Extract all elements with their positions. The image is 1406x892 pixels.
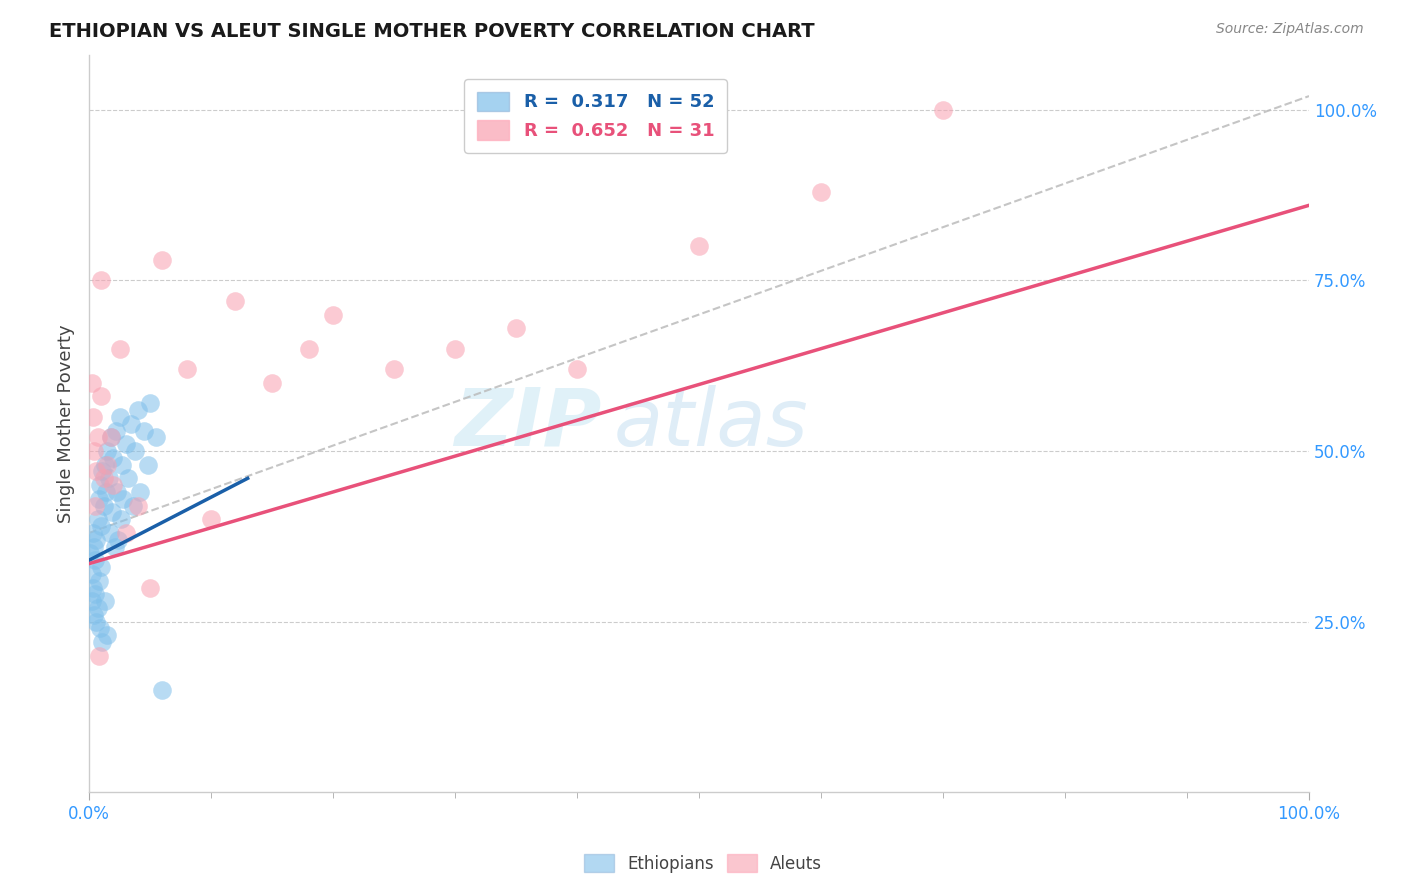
Point (90, 519, 112, 533)
Point (83, 607, 105, 622)
Point (104, 540, 127, 554)
Point (87, 648, 110, 663)
Point (90, 273, 112, 287)
Point (105, 485, 128, 500)
Point (82, 581, 104, 595)
Point (80, 376, 103, 390)
Point (100, 430, 122, 444)
Point (96, 458, 118, 472)
Legend: Ethiopians, Aleuts: Ethiopians, Aleuts (576, 847, 830, 880)
Point (322, 308, 344, 322)
Point (565, 362, 588, 376)
Point (80, 566, 103, 581)
Point (124, 444, 146, 458)
Point (103, 478, 125, 492)
Point (139, 581, 162, 595)
Point (94, 485, 117, 500)
Point (111, 458, 134, 472)
Text: ZIP: ZIP (454, 384, 602, 463)
Point (80, 594, 103, 608)
Point (93, 499, 115, 513)
Point (84, 499, 107, 513)
Point (139, 396, 162, 410)
Point (96, 444, 118, 458)
Point (100, 430, 122, 444)
Point (86, 601, 108, 615)
Point (262, 376, 284, 390)
Point (107, 533, 129, 547)
Point (108, 342, 131, 356)
Point (110, 512, 132, 526)
Text: atlas: atlas (613, 384, 808, 463)
Point (200, 512, 222, 526)
Point (86, 512, 108, 526)
Text: Source: ZipAtlas.com: Source: ZipAtlas.com (1216, 22, 1364, 37)
Point (86, 465, 108, 479)
Y-axis label: Single Mother Poverty: Single Mother Poverty (58, 325, 75, 523)
Point (84, 553, 107, 567)
Point (94, 458, 117, 472)
Point (90, 389, 112, 403)
Point (150, 682, 173, 697)
Point (79, 546, 101, 560)
Point (136, 458, 159, 472)
Point (93, 471, 115, 485)
Point (117, 471, 139, 485)
Point (132, 424, 155, 438)
Point (112, 491, 135, 506)
Point (298, 342, 321, 356)
Point (87, 491, 110, 506)
Point (91, 635, 114, 649)
Point (91, 465, 114, 479)
Point (444, 342, 467, 356)
Point (129, 485, 152, 500)
Point (122, 499, 145, 513)
Point (120, 417, 142, 431)
Point (82, 525, 104, 540)
Point (176, 362, 198, 376)
Point (127, 403, 149, 417)
Point (932, 103, 955, 117)
Point (83, 444, 105, 458)
Point (87, 574, 110, 588)
Point (96, 628, 118, 642)
Point (83, 540, 105, 554)
Point (382, 362, 405, 376)
Point (86, 615, 108, 629)
Point (108, 409, 131, 424)
Point (89, 622, 111, 636)
Point (89, 478, 111, 492)
Point (94, 594, 117, 608)
Point (688, 239, 710, 253)
Point (145, 430, 167, 444)
Point (101, 505, 124, 519)
Point (90, 560, 112, 574)
Point (810, 185, 832, 199)
Legend: R =  0.317   N = 52, R =  0.652   N = 31: R = 0.317 N = 52, R = 0.652 N = 31 (464, 78, 727, 153)
Point (114, 525, 136, 540)
Point (98, 525, 121, 540)
Point (127, 499, 149, 513)
Point (150, 252, 173, 267)
Point (114, 437, 136, 451)
Text: ETHIOPIAN VS ALEUT SINGLE MOTHER POVERTY CORRELATION CHART: ETHIOPIAN VS ALEUT SINGLE MOTHER POVERTY… (49, 22, 815, 41)
Point (84, 587, 107, 601)
Point (82, 409, 104, 424)
Point (97, 471, 120, 485)
Point (103, 450, 125, 465)
Point (224, 293, 246, 308)
Point (86, 533, 108, 547)
Point (86, 430, 108, 444)
Point (505, 321, 527, 335)
Point (104, 424, 127, 438)
